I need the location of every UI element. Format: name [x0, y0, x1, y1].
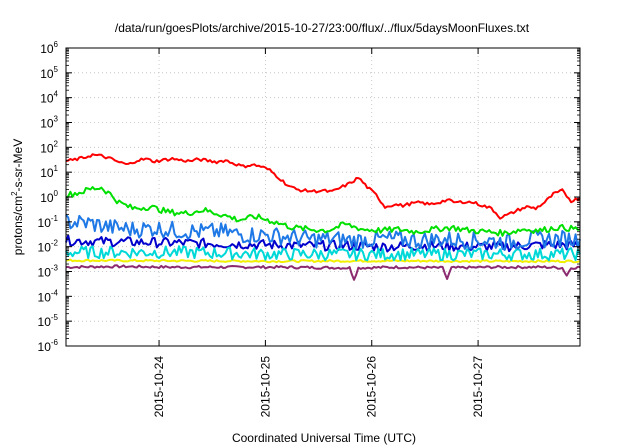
y-tick-label-exp: -3 [51, 264, 59, 273]
y-axis-label-sup: 2 [10, 191, 19, 196]
series-line [65, 258, 581, 264]
series-line [65, 245, 581, 262]
y-axis-label-base: protons/cm [11, 196, 25, 255]
y-tick-label-exp: 1 [54, 164, 59, 173]
y-tick-label: 103 [40, 115, 58, 131]
series-line [65, 214, 581, 251]
chart-title: /data/run/goesPlots/archive/2015-10-27/2… [115, 21, 530, 35]
y-tick-label-exp: 3 [54, 115, 59, 124]
series-line [65, 264, 581, 281]
y-tick-label-base: 10 [40, 92, 54, 106]
y-tick-label: 10-3 [38, 264, 59, 280]
y-tick-label: 104 [40, 90, 58, 106]
y-tick-label-base: 10 [38, 241, 52, 255]
y-tick-label: 106 [40, 40, 58, 56]
y-axis-label: protons/cm2-s-sr-MeV [10, 139, 25, 255]
x-tick-label: 2015-10-27 [471, 356, 485, 418]
y-axis-label-rest: -s-sr-MeV [11, 139, 25, 192]
y-tick-label-exp: -1 [51, 214, 59, 223]
series-layer [65, 153, 581, 281]
y-tick-label: 105 [40, 65, 58, 81]
x-tick-label: 2015-10-24 [152, 356, 166, 418]
y-tick-label: 10-2 [38, 239, 59, 255]
y-tick-label-exp: -5 [51, 313, 59, 322]
y-tick-label: 102 [40, 139, 58, 155]
x-tick-label: 2015-10-26 [365, 356, 379, 418]
y-tick-label-base: 10 [40, 117, 54, 131]
y-tick-label-base: 10 [38, 290, 52, 304]
series-line [65, 153, 581, 220]
y-tick-label-base: 10 [40, 141, 54, 155]
y-tick-label-base: 10 [38, 315, 52, 329]
x-axis: 2015-10-24 2015-10-25 2015-10-26 2015-10-27 [152, 48, 485, 417]
grid [66, 48, 580, 346]
series-line [65, 186, 581, 237]
y-tick-label-exp: 0 [54, 189, 59, 198]
y-tick-label-exp: 6 [54, 40, 59, 49]
y-tick-label-base: 10 [40, 166, 54, 180]
y-tick-label: 10-1 [38, 214, 59, 230]
y-tick-label: 10-6 [38, 338, 59, 354]
y-tick-label-exp: -6 [51, 338, 59, 347]
y-tick-label-base: 10 [38, 340, 52, 354]
y-tick-label: 10-5 [38, 313, 59, 329]
x-axis-label: Coordinated Universal Time (UTC) [232, 431, 416, 445]
y-tick-label-exp: -2 [51, 239, 59, 248]
y-tick-label-base: 10 [38, 216, 52, 230]
y-tick-label-exp: 2 [54, 139, 59, 148]
y-tick-label: 101 [40, 164, 58, 180]
y-axis: 10-610-510-410-310-210-11001011021031041… [38, 40, 580, 354]
y-tick-label-base: 10 [40, 42, 54, 56]
y-tick-label: 100 [40, 189, 58, 205]
y-tick-label-exp: -4 [51, 288, 59, 297]
y-tick-label: 10-4 [38, 288, 59, 304]
x-tick-label: 2015-10-25 [258, 356, 272, 418]
y-tick-label-base: 10 [38, 266, 52, 280]
y-tick-label-exp: 5 [54, 65, 59, 74]
y-tick-label-exp: 4 [54, 90, 59, 99]
y-tick-label-base: 10 [40, 191, 54, 205]
y-tick-label-base: 10 [40, 67, 54, 81]
